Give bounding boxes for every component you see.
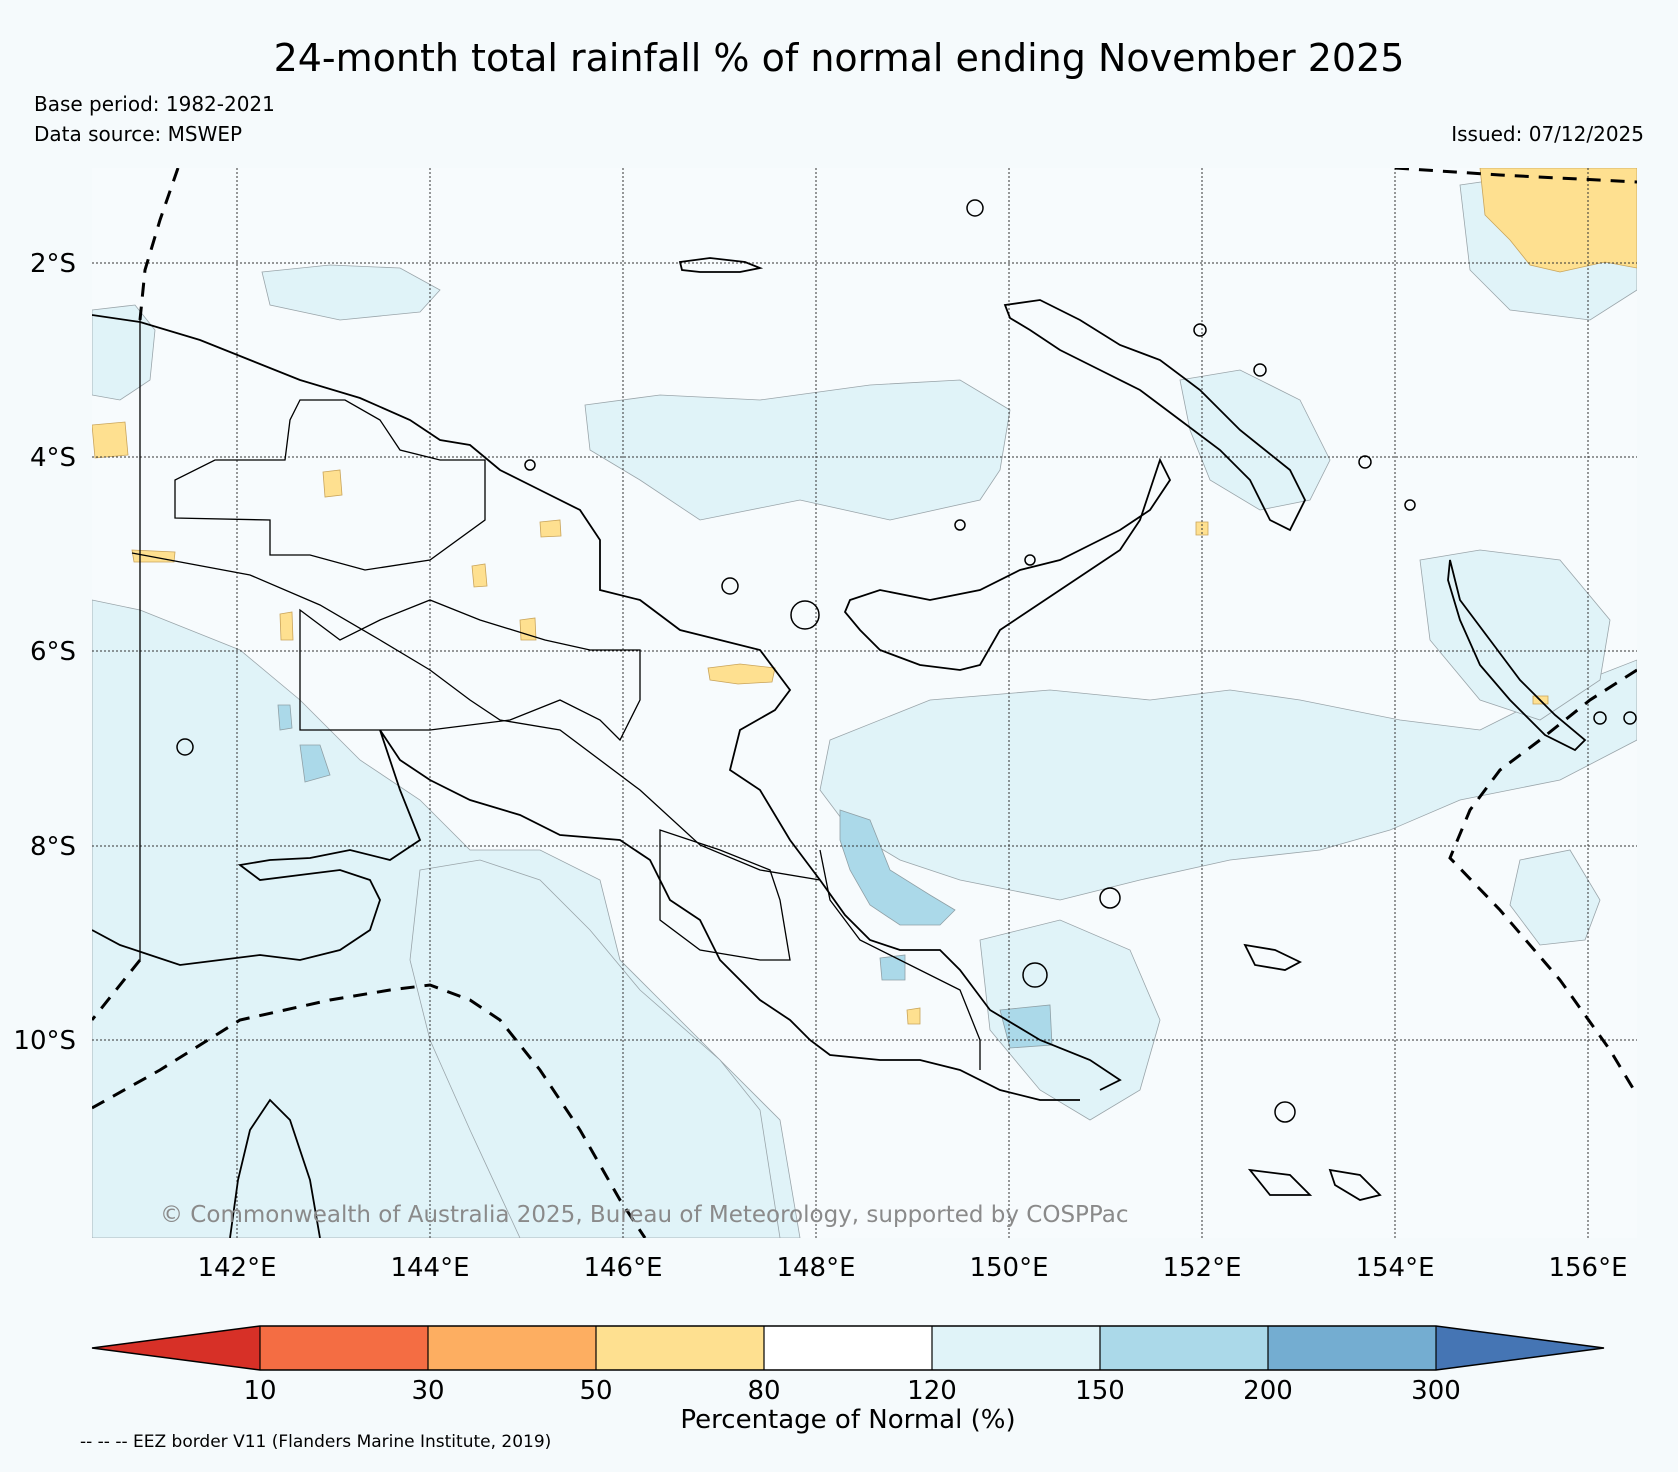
small-islands <box>176 199 1637 1123</box>
colorbar-bin-80-120 <box>764 1326 932 1370</box>
colorbar-tick-label: 300 <box>1411 1376 1461 1406</box>
latitude-labels: 2°S 4°S 6°S 8°S 10°S <box>13 249 76 1056</box>
lat-tick-label: 4°S <box>30 443 76 473</box>
colorbar-title: Percentage of Normal (%) <box>680 1405 1015 1435</box>
colorbar-tick-label: 80 <box>747 1376 780 1406</box>
lat-tick-label: 6°S <box>30 637 76 667</box>
lon-tick-label: 154°E <box>1355 1253 1434 1283</box>
lat-tick-label: 8°S <box>30 832 76 862</box>
lat-tick-label: 10°S <box>13 1026 76 1056</box>
lon-tick-label: 148°E <box>776 1253 855 1283</box>
colorbar-dividers <box>259 1326 1437 1370</box>
lon-tick-label: 152°E <box>1162 1253 1241 1283</box>
lon-tick-label: 156°E <box>1548 1253 1627 1283</box>
base-period-text: Base period: 1982-2021 <box>34 92 275 116</box>
colorbar-tick-label: 200 <box>1243 1376 1293 1406</box>
colorbar-bin-50-80 <box>596 1326 764 1370</box>
issued-date-text: Issued: 07/12/2025 <box>1451 122 1644 146</box>
colorbar-bin-30-50 <box>428 1326 596 1370</box>
eez-borders <box>92 168 1637 1238</box>
colorbar-bin-10-30 <box>260 1326 428 1370</box>
rainfall-shading-50-80 <box>92 168 1637 1025</box>
coastlines <box>92 257 1587 1238</box>
colorbar-bin-120-150 <box>932 1326 1100 1370</box>
rainfall-shading-120-150 <box>92 174 1637 1238</box>
lon-tick-label: 142°E <box>197 1253 276 1283</box>
colorbar-extend-low <box>92 1326 260 1370</box>
lon-tick-label: 146°E <box>583 1253 662 1283</box>
map-title: 24-month total rainfall % of normal endi… <box>273 36 1405 80</box>
colorbar-tick-labels: 10 30 50 80 120 150 200 300 <box>243 1376 1460 1406</box>
colorbar-tick-label: 150 <box>1075 1376 1125 1406</box>
colorbar-tick-label: 50 <box>579 1376 612 1406</box>
data-source-text: Data source: MSWEP <box>34 122 243 146</box>
graticule <box>92 168 1637 1238</box>
lon-tick-label: 144°E <box>390 1253 469 1283</box>
colorbar-bin-150-200 <box>1100 1326 1268 1370</box>
colorbar-tick-label: 120 <box>907 1376 957 1406</box>
lon-tick-label: 150°E <box>969 1253 1048 1283</box>
map-panel: © Commonwealth of Australia 2025, Bureau… <box>92 168 1637 1238</box>
colorbar: 10 30 50 80 120 150 200 300 Percentage o… <box>91 1325 1605 1435</box>
colorbar-tick-label: 10 <box>243 1376 276 1406</box>
copyright-text: © Commonwealth of Australia 2025, Bureau… <box>160 1202 1129 1228</box>
province-borders <box>131 320 981 1070</box>
colorbar-extend-high <box>1436 1326 1604 1370</box>
colorbar-bin-200-300 <box>1268 1326 1436 1370</box>
longitude-labels: 142°E 144°E 146°E 148°E 150°E 152°E 154°… <box>197 1253 1627 1283</box>
rainfall-shading-150-200 <box>277 704 1053 1049</box>
lat-tick-label: 2°S <box>30 249 76 279</box>
eez-footnote: -- -- -- EEZ border V11 (Flanders Marine… <box>80 1432 552 1452</box>
colorbar-tick-label: 30 <box>411 1376 444 1406</box>
